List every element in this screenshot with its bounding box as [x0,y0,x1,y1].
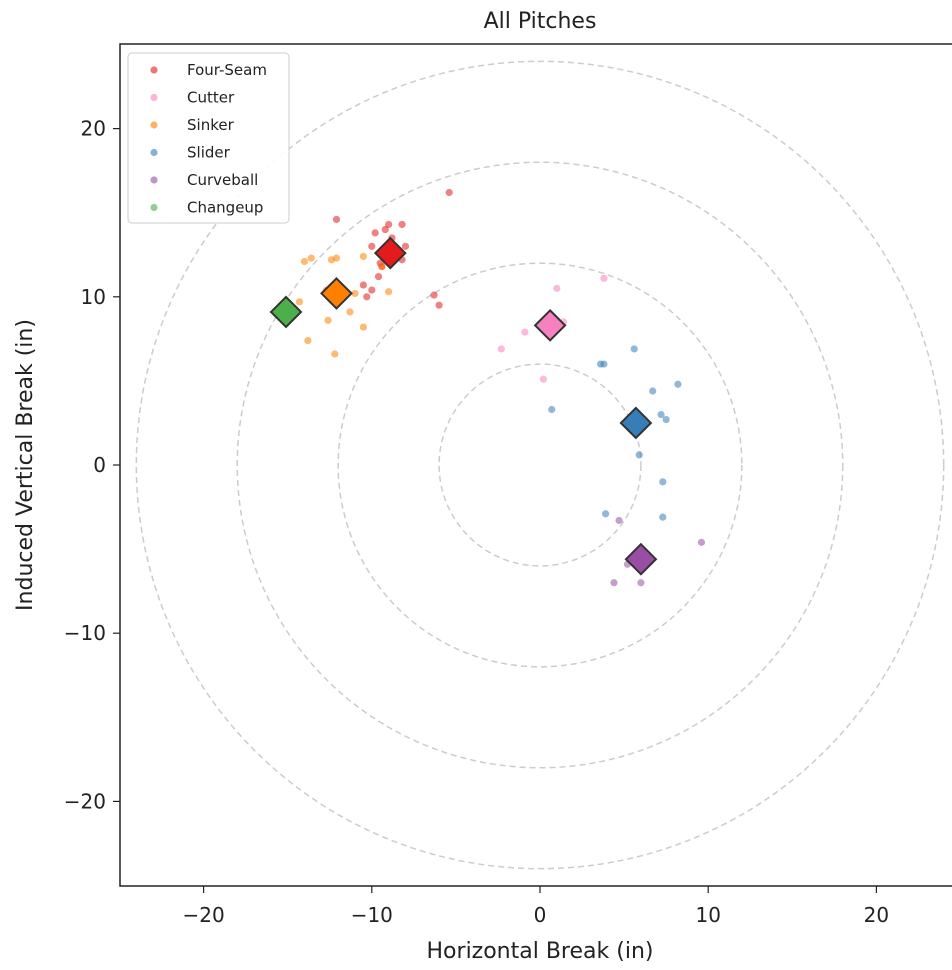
curveball-point [615,516,623,525]
four-seam-point [374,273,383,281]
four-seam-point [363,293,371,301]
slider-point [659,513,667,521]
x-tick-label: −20 [182,903,224,927]
legend-marker-slider [150,148,158,157]
sinker-point [385,288,393,296]
y-tick-label: 20 [81,117,106,141]
y-tick-label: −10 [64,621,106,645]
slider-point [548,405,556,414]
slider-point [600,360,608,368]
legend-label-cutter: Cutter [187,89,235,107]
slider-point [601,510,610,518]
legend-marker-cutter [150,93,158,102]
pitch-type-means [269,236,658,576]
four-seam-point [359,281,367,289]
slider-point [662,415,670,424]
curveball-point [697,538,706,546]
sinker-point [359,323,367,331]
sinker-point [359,252,367,261]
x-axis-ticks: −20 −10 0 10 20 [182,886,889,927]
x-tick-label: −10 [351,903,393,927]
four-seam-point [401,242,410,250]
cutter-point [600,274,608,282]
four-seam-point [430,291,438,299]
legend-marker-curveball [150,176,158,184]
slider-point [635,451,643,459]
slider-point [674,380,682,388]
four-seam-point [445,188,453,197]
y-tick-label: 0 [93,453,106,477]
slider-mean-marker [619,406,653,440]
curveball-point [610,579,618,587]
sinker-point [378,262,386,271]
four-seam-mean-marker [373,236,407,270]
y-tick-label: −20 [64,789,106,813]
sinker-point [332,254,341,262]
legend: Four-Seam Cutter Sinker Slider Curveball Chan… [127,52,290,224]
four-seam-point [385,220,393,229]
cutter-point [497,345,505,353]
x-tick-label: 20 [864,903,889,927]
reference-circle-24 [135,60,945,870]
sinker-point [324,316,332,324]
legend-box [127,52,290,224]
y-axis-label: Induced Vertical Break (in) [13,319,38,611]
legend-label-four-seam: Four-Seam [187,61,267,79]
legend-marker-four-seam [150,66,158,74]
slider-point [630,345,638,353]
legend-label-slider: Slider [187,144,231,162]
x-tick-label: 10 [695,903,720,927]
reference-circle-12 [337,262,743,668]
reference-circle-6 [438,363,642,567]
reference-circles [135,60,945,870]
sinker-mean-marker [320,277,353,310]
four-seam-point [368,242,376,250]
cutter-point [553,284,561,292]
four-seam-point [381,225,389,234]
legend-label-changeup: Changeup [187,199,263,217]
chart-title: All Pitches [484,9,597,34]
sinker-point [351,289,359,298]
pitch-points [295,188,706,587]
legend-label-curveball: Curveball [187,171,258,189]
legend-marker-changeup [150,203,158,212]
x-axis-label: Horizontal Break (in) [427,939,654,964]
four-seam-point [368,286,376,294]
cutter-mean-marker [533,308,567,342]
slider-point [657,410,665,419]
legend-label-sinker: Sinker [187,116,235,134]
slider-point [649,387,657,395]
sinker-point [295,298,304,306]
sinker-point [304,336,312,345]
curveball-point [637,579,645,587]
y-tick-label: 10 [81,285,106,309]
reference-circle-18 [236,161,844,769]
cutter-point [521,328,529,336]
sinker-point [307,254,315,262]
slider-point [659,478,667,486]
changeup-mean-marker [269,295,303,329]
curveball-mean-marker [624,542,658,576]
sinker-point [346,308,354,316]
x-tick-label: 0 [534,903,547,927]
four-seam-point [398,220,406,229]
y-axis-ticks: −20 −10 0 10 20 [64,117,120,813]
sinker-point [331,350,339,358]
four-seam-point [371,229,379,237]
four-seam-point [435,301,443,309]
sinker-point [300,257,309,266]
cutter-point [539,375,547,383]
four-seam-point [332,215,341,224]
legend-marker-sinker [150,121,158,129]
